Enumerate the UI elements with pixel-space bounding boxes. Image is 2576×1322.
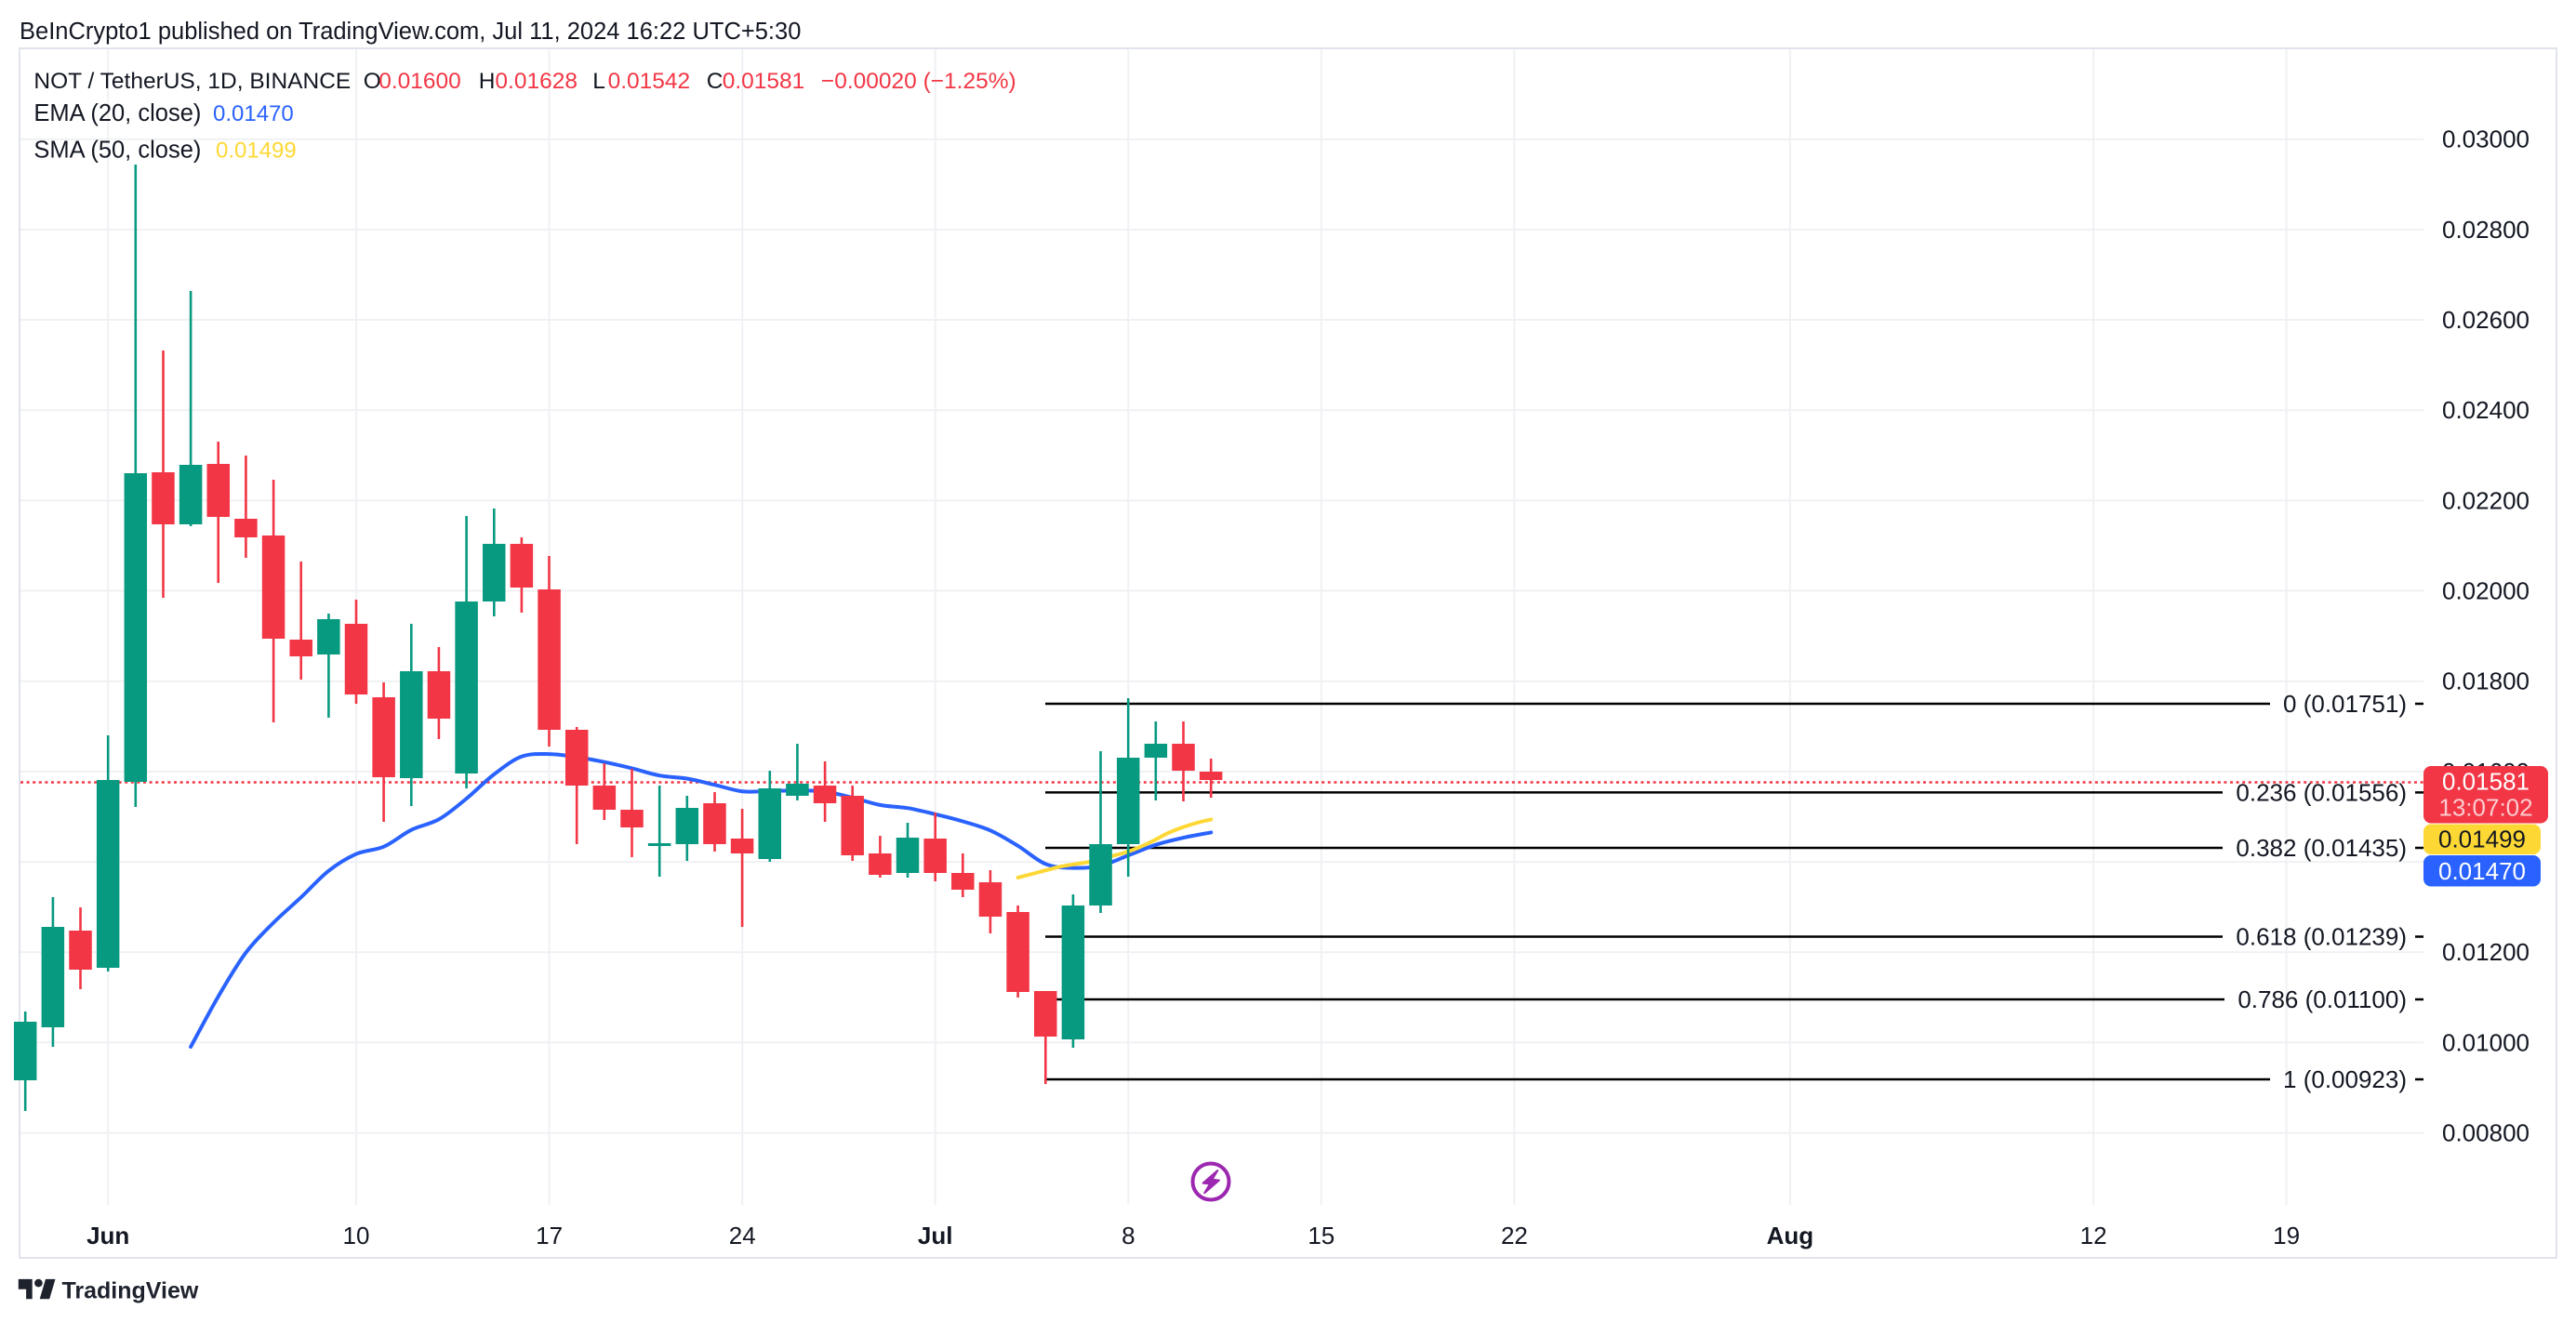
svg-text:0.02000: 0.02000	[2442, 577, 2530, 605]
svg-text:0 (0.01751): 0 (0.01751)	[2283, 690, 2407, 718]
svg-text:13:07:02: 13:07:02	[2438, 794, 2532, 822]
svg-text:Jun: Jun	[86, 1222, 129, 1249]
svg-text:8: 8	[1122, 1222, 1135, 1249]
svg-text:0.618 (0.01239): 0.618 (0.01239)	[2236, 923, 2407, 951]
svg-text:0.786 (0.01100): 0.786 (0.01100)	[2237, 985, 2407, 1013]
svg-text:0.01000: 0.01000	[2442, 1028, 2530, 1056]
svg-text:0.01581: 0.01581	[2442, 768, 2530, 796]
svg-text:0.00800: 0.00800	[2442, 1119, 2530, 1147]
svg-text:12: 12	[2080, 1222, 2107, 1249]
svg-text:SMA (50, close)0.01499: SMA (50, close) 0.01499	[33, 138, 296, 164]
svg-text:22: 22	[1501, 1222, 1528, 1249]
svg-text:0.01800: 0.01800	[2442, 668, 2530, 695]
svg-text:17: 17	[536, 1222, 563, 1249]
svg-text:0.01470: 0.01470	[2438, 857, 2526, 885]
svg-text:0.03000: 0.03000	[2442, 126, 2530, 153]
svg-text:0.382 (0.01435): 0.382 (0.01435)	[2236, 834, 2407, 862]
svg-text:15: 15	[1308, 1222, 1334, 1249]
svg-text:24: 24	[729, 1222, 756, 1249]
svg-text:Jul: Jul	[918, 1222, 953, 1249]
svg-text:0.236 (0.01556): 0.236 (0.01556)	[2236, 778, 2407, 806]
svg-text:10: 10	[343, 1222, 370, 1249]
svg-text:1 (0.00923): 1 (0.00923)	[2283, 1065, 2407, 1093]
svg-text:0.01200: 0.01200	[2442, 938, 2530, 966]
svg-text:0.01499: 0.01499	[2438, 826, 2526, 853]
svg-text:BeInCrypto1 published on Tradi: BeInCrypto1 published on TradingView.com…	[20, 19, 801, 45]
svg-text:0.02400: 0.02400	[2442, 396, 2530, 424]
svg-text:TradingView: TradingView	[62, 1278, 199, 1304]
svg-text:0.02800: 0.02800	[2442, 216, 2530, 244]
svg-text:0.02600: 0.02600	[2442, 306, 2530, 334]
svg-text:Aug: Aug	[1767, 1222, 1814, 1249]
svg-text:EMA (20, close)0.01470: EMA (20, close) 0.01470	[33, 100, 293, 126]
svg-text:0.02200: 0.02200	[2442, 486, 2530, 514]
svg-text:19: 19	[2273, 1222, 2300, 1249]
